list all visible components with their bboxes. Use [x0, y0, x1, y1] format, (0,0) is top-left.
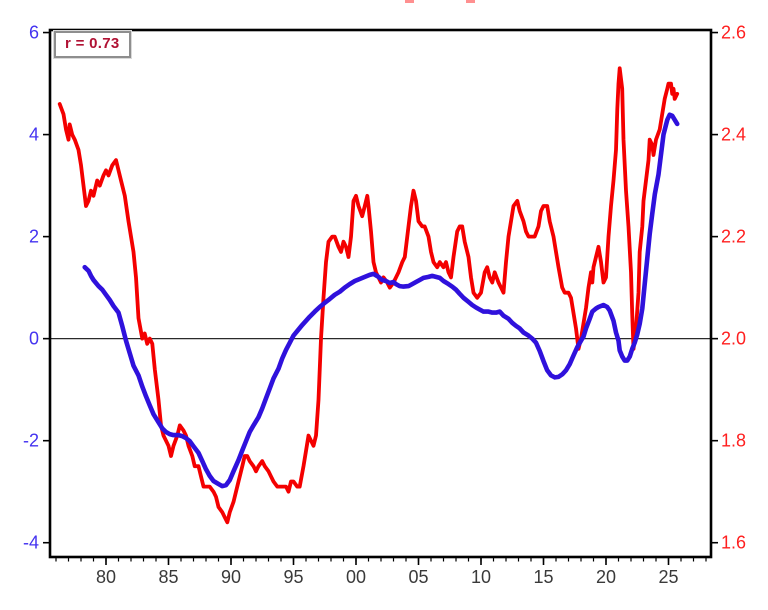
x-axis-tick-label: 25: [658, 567, 678, 587]
x-axis-tick-label: 95: [283, 567, 303, 587]
x-axis-tick-label: 90: [221, 567, 241, 587]
y-left-tick-label: 6: [29, 23, 39, 43]
correlation-legend: r = 0.73: [54, 31, 131, 58]
x-axis-tick-label: 00: [346, 567, 366, 587]
y-right-tick-label: 2.2: [721, 227, 746, 247]
correlation-value: r = 0.73: [65, 35, 120, 52]
x-axis-tick-label: 20: [596, 567, 616, 587]
y-left-tick-label: 0: [29, 329, 39, 349]
y-left-tick-label: -4: [23, 533, 39, 553]
cropped-title-fragment: [466, 0, 475, 3]
x-axis-tick-label: 10: [471, 567, 491, 587]
y-right-tick-label: 1.8: [721, 431, 746, 451]
x-axis-tick-label: 15: [533, 567, 553, 587]
x-axis-tick-label: 80: [96, 567, 116, 587]
y-right-tick-label: 2.4: [721, 125, 746, 145]
red-series: [57, 66, 680, 525]
y-right-tick-label: 2.0: [721, 329, 746, 349]
x-axis-tick-label: 85: [158, 567, 178, 587]
cropped-title-fragment: [405, 0, 414, 3]
y-left-tick-label: 4: [29, 125, 39, 145]
plot-border: [48, 28, 713, 559]
y-left-tick-label: 2: [29, 227, 39, 247]
y-right-tick-label: 2.6: [721, 23, 746, 43]
y-right-tick-label: 1.6: [721, 533, 746, 553]
x-axis-tick-label: 05: [408, 567, 428, 587]
blue-series: [82, 112, 680, 489]
y-left-tick-label: -2: [23, 431, 39, 451]
